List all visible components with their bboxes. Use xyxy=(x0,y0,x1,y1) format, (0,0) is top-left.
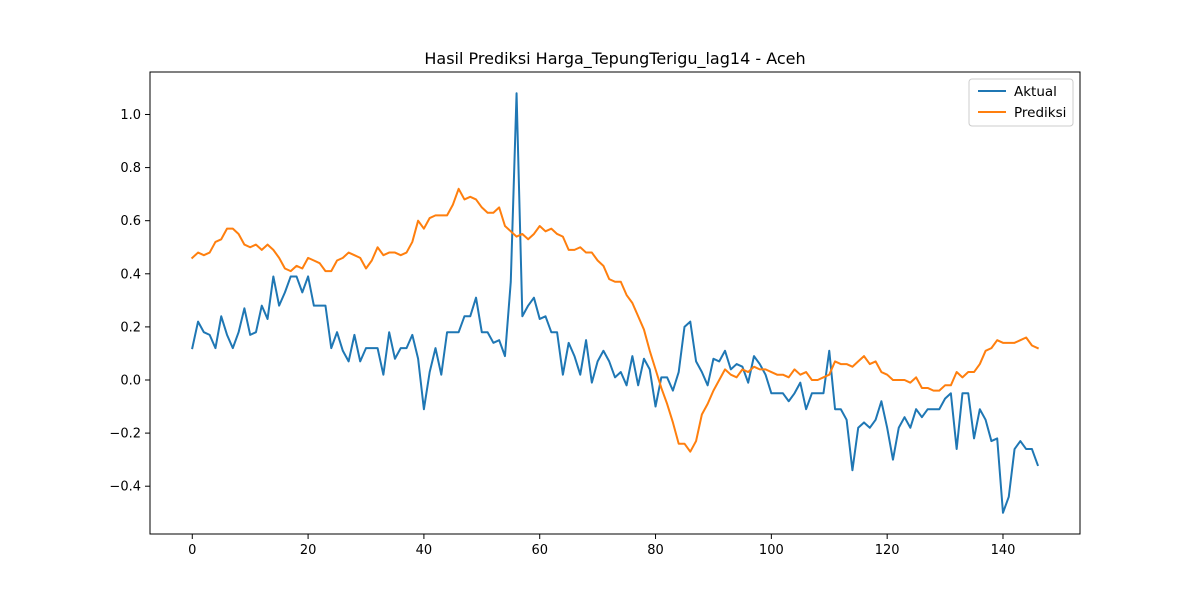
x-axis: 0 20 40 60 80 100 120 140 xyxy=(188,534,1015,558)
y-tick-label: −0.4 xyxy=(109,480,141,495)
series-line-aktual xyxy=(191,92,1040,514)
x-tick-label: 40 xyxy=(416,543,433,558)
plot-frame xyxy=(149,71,1081,535)
y-tick-label: 0.6 xyxy=(120,214,141,229)
legend: Aktual Prediksi xyxy=(968,78,1074,127)
chart-title: Hasil Prediksi Harga_TepungTerigu_lag14 … xyxy=(424,49,805,69)
series-line-prediksi xyxy=(190,187,1040,453)
y-tick-label: 0.4 xyxy=(120,267,141,282)
y-tick-label: 0.8 xyxy=(120,161,141,176)
x-tick-label: 100 xyxy=(759,543,784,558)
y-tick-label: 0.0 xyxy=(120,374,141,389)
legend-label-aktual: Aktual xyxy=(1014,84,1057,100)
plot-background xyxy=(150,72,1080,534)
y-tick-label: 1.0 xyxy=(120,108,141,123)
y-axis: −0.4 −0.2 0.0 0.2 0.4 0.6 0.8 1.0 xyxy=(109,108,150,495)
x-tick-label: 0 xyxy=(188,543,196,558)
x-tick-label: 60 xyxy=(531,543,548,558)
legend-label-prediksi: Prediksi xyxy=(1014,105,1066,121)
x-tick-label: 20 xyxy=(300,543,317,558)
y-tick-label: 0.2 xyxy=(120,320,141,335)
plot-area xyxy=(149,71,1081,535)
y-tick-label: −0.2 xyxy=(109,427,141,442)
series-layer xyxy=(190,92,1040,514)
x-tick-label: 140 xyxy=(991,543,1016,558)
x-tick-label: 120 xyxy=(875,543,900,558)
x-tick-label: 80 xyxy=(647,543,664,558)
